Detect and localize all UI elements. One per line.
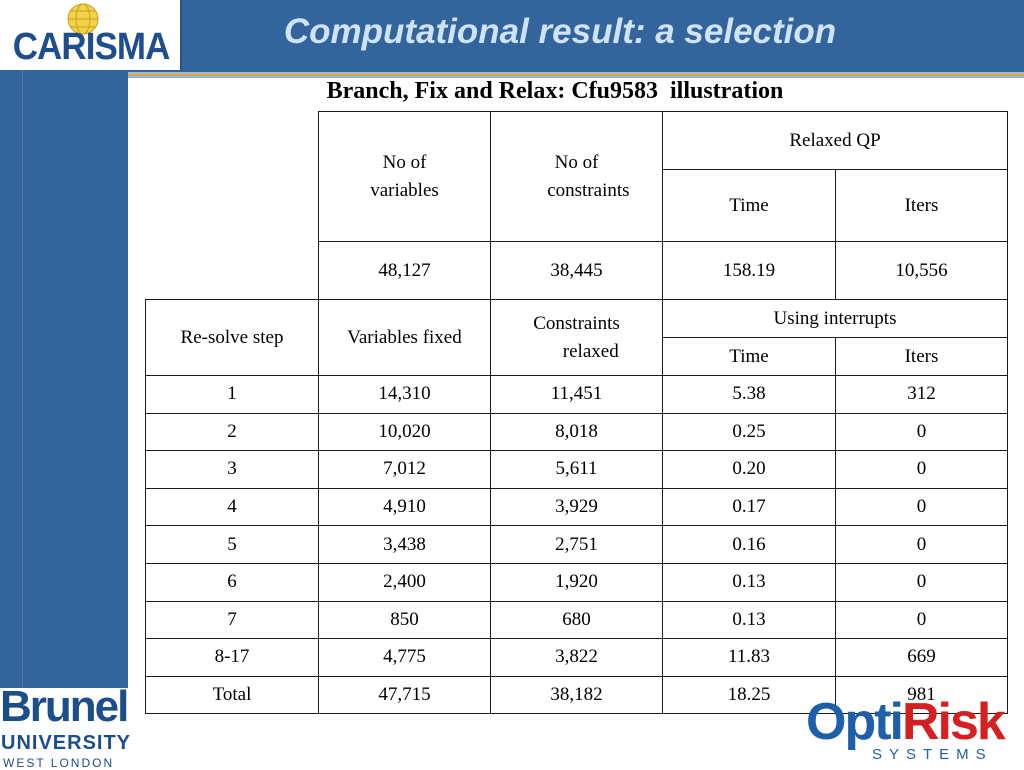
lower-rows: 1 14,310 11,451 5.38 312 2 10,020 8,018 0.25 0 3 7,… [145, 375, 1008, 715]
header-variables-fixed: Variables fixed [318, 299, 491, 376]
table-cell: 8-17 [145, 638, 319, 677]
upper-header-row: No of variables No of constraints Relaxe… [146, 111, 1008, 242]
table-cell: 3 [145, 450, 319, 489]
table-cell: 0.13 [662, 600, 836, 640]
table-cell: 669 [835, 638, 1008, 677]
header-iters: Iters [835, 337, 1008, 376]
carisma-wordmark: CARISMA [12, 26, 171, 68]
table-row: Total 47,715 38,182 18.25 981 [145, 675, 1008, 715]
table-cell: 38,445 [490, 241, 663, 300]
brunel-logo: Brunel UNIVERSITY WEST LONDON [0, 682, 132, 770]
header-no-of-variables: No of variables [318, 111, 491, 242]
left-sidebar-band [0, 70, 128, 688]
table-cell: 0 [835, 600, 1008, 640]
header-re-solve-step: Re-solve step [145, 299, 319, 376]
header-relaxed-qp: Relaxed QP [662, 111, 1008, 170]
sidebar-divider [22, 70, 23, 688]
table-row: 4 4,910 3,929 0.17 0 [145, 487, 1008, 527]
header-time: Time [662, 169, 836, 242]
carisma-logo: CARISMA [0, 0, 182, 70]
table-cell: 3,929 [490, 487, 663, 527]
table-cell: Total [145, 675, 319, 715]
table-cell: 0.17 [662, 487, 836, 527]
table-cell: 4,910 [318, 487, 491, 527]
table-cell: 14,310 [318, 375, 491, 414]
table-cell: 850 [318, 600, 491, 640]
table-cell: 5,611 [490, 450, 663, 489]
results-table: No of variables No of constraints Relaxe… [145, 111, 1008, 715]
table-cell: 10,556 [835, 241, 1008, 300]
table-cell: 18.25 [662, 675, 836, 715]
optirisk-opti: Opti [806, 693, 904, 751]
empty-corner-cell [146, 112, 319, 300]
table-cell: 0.13 [662, 562, 836, 602]
table-cell: 7,012 [318, 450, 491, 489]
table-cell: 8,018 [490, 412, 663, 452]
lower-header-row: Re-solve step Variables fixed Constraint… [145, 299, 1008, 376]
table-cell: 0 [835, 412, 1008, 452]
table-row: 8-17 4,775 3,822 11.83 669 [145, 638, 1008, 677]
brunel-university-label: UNIVERSITY [1, 732, 132, 754]
header-using-interrupts: Using interrupts [662, 299, 1008, 338]
table-cell: 3,438 [318, 525, 491, 564]
table-cell: 3,822 [490, 638, 663, 677]
table-cell: 0.20 [662, 450, 836, 489]
table-cell: 4 [145, 487, 319, 527]
table-cell: 5.38 [662, 375, 836, 414]
table-cell: 10,020 [318, 412, 491, 452]
table-row: 3 7,012 5,611 0.20 0 [145, 450, 1008, 489]
title-divider-light [128, 76, 1024, 78]
table-cell: 2,751 [490, 525, 663, 564]
table-cell: 981 [835, 675, 1008, 715]
table-row: 6 2,400 1,920 0.13 0 [145, 562, 1008, 602]
optirisk-risk: Risk [901, 693, 1006, 751]
header-time: Time [662, 337, 836, 376]
table-cell: 11,451 [490, 375, 663, 414]
table-row: 5 3,438 2,751 0.16 0 [145, 525, 1008, 564]
table-cell: 1 [145, 375, 319, 414]
table-cell: 48,127 [318, 241, 491, 300]
table-cell: 158.19 [662, 241, 836, 300]
title-divider [128, 72, 1024, 74]
lower-subheader-row: Time Iters [146, 337, 1008, 376]
brunel-wordmark: Brunel [0, 682, 129, 731]
optirisk-systems-label: SYSTEMS [872, 746, 993, 763]
table-row: 2 10,020 8,018 0.25 0 [145, 412, 1008, 452]
table-cell: 11.83 [662, 638, 836, 677]
table-cell: 2,400 [318, 562, 491, 602]
optirisk-logo: OptiRisk SYSTEMS [800, 693, 1024, 768]
table-cell: 5 [145, 525, 319, 564]
table-cell: 0 [835, 562, 1008, 602]
title-divider-accent [128, 74, 1024, 76]
slide-title: Computational result: a selection [283, 12, 837, 51]
brunel-location-label: WEST LONDON [3, 756, 115, 770]
table-cell: 312 [835, 375, 1008, 414]
table-cell: 4,775 [318, 638, 491, 677]
table-cell: 2 [145, 412, 319, 452]
table-cell: 0.16 [662, 525, 836, 564]
table-cell: 0 [835, 525, 1008, 564]
table-cell: 0.25 [662, 412, 836, 452]
table-row: 7 850 680 0.13 0 [145, 600, 1008, 640]
header-constraints-relaxed: Constraints relaxed [490, 299, 663, 376]
table-cell: 7 [145, 600, 319, 640]
table-cell: 47,715 [318, 675, 491, 715]
table-title: Branch, Fix and Relax: Cfu9583 illustrat… [326, 78, 784, 104]
table-cell: 1,920 [490, 562, 663, 602]
optirisk-wordmark: OptiRisk [806, 692, 1006, 752]
table-cell: 0 [835, 487, 1008, 527]
header-no-of-constraints: No of constraints [490, 111, 663, 242]
header-iters: Iters [835, 169, 1008, 242]
table-row: 1 14,310 11,451 5.38 312 [145, 375, 1008, 414]
globe-icon [67, 3, 99, 35]
table-cell: 6 [145, 562, 319, 602]
table-cell: 38,182 [490, 675, 663, 715]
table-cell: 0 [835, 450, 1008, 489]
table-cell: 680 [490, 600, 663, 640]
